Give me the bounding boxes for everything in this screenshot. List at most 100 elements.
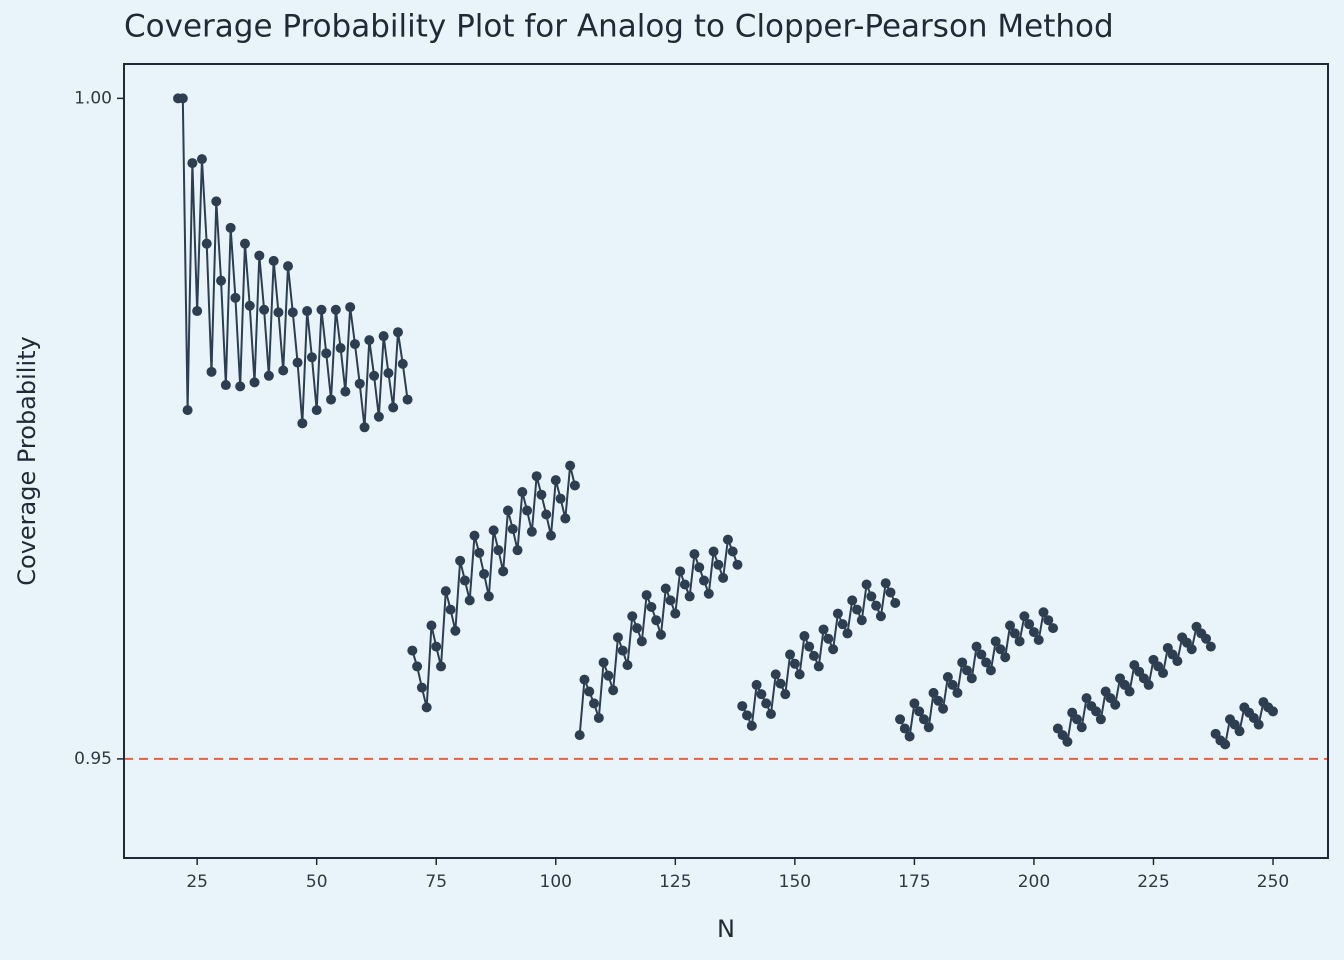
- point: [192, 306, 203, 317]
- x-axis-label: N: [717, 915, 735, 943]
- point: [1158, 668, 1169, 679]
- point: [196, 154, 207, 165]
- series-line: [578, 535, 739, 736]
- point: [632, 623, 643, 634]
- point: [847, 595, 858, 606]
- point: [890, 598, 901, 609]
- point: [278, 365, 289, 376]
- point: [1095, 714, 1106, 725]
- point: [813, 661, 824, 672]
- point: [526, 526, 537, 537]
- point: [785, 649, 796, 660]
- point: [440, 586, 451, 597]
- point: [966, 673, 977, 684]
- point: [235, 381, 246, 392]
- point: [220, 380, 231, 391]
- point: [1081, 693, 1092, 704]
- point: [1071, 714, 1082, 725]
- chart-title: Coverage Probability Plot for Analog to …: [124, 9, 1114, 45]
- point: [938, 703, 949, 714]
- point: [1110, 699, 1121, 710]
- point: [871, 600, 882, 611]
- point: [703, 588, 714, 599]
- point: [545, 530, 556, 541]
- point: [201, 238, 212, 249]
- x-tick-label: 200: [1018, 872, 1050, 892]
- point: [660, 583, 671, 594]
- point: [995, 644, 1006, 655]
- point: [536, 489, 547, 500]
- point: [866, 591, 877, 602]
- point: [990, 636, 1001, 647]
- point: [923, 722, 934, 733]
- point: [603, 670, 614, 681]
- point: [574, 730, 585, 741]
- point: [804, 641, 815, 652]
- point: [579, 674, 590, 685]
- point: [675, 566, 686, 577]
- point: [918, 714, 929, 725]
- point: [1091, 706, 1102, 717]
- point: [584, 686, 595, 697]
- point: [684, 591, 695, 602]
- point: [1000, 652, 1011, 663]
- point: [517, 487, 528, 498]
- point: [1014, 636, 1025, 647]
- point: [326, 394, 337, 405]
- point: [522, 505, 533, 516]
- point: [316, 304, 327, 315]
- point: [206, 366, 217, 377]
- point: [732, 559, 743, 570]
- point: [799, 631, 810, 642]
- point: [474, 547, 485, 558]
- point: [942, 672, 953, 683]
- point: [412, 661, 423, 672]
- point: [287, 307, 298, 318]
- point: [273, 307, 284, 318]
- point: [354, 378, 365, 389]
- point: [364, 335, 375, 346]
- point: [636, 636, 647, 647]
- point: [369, 370, 380, 381]
- point: [263, 370, 274, 381]
- point: [244, 300, 255, 311]
- point: [182, 405, 193, 416]
- x-tick-label: 25: [186, 872, 208, 892]
- point: [1143, 679, 1154, 690]
- point: [493, 545, 504, 556]
- point: [1220, 739, 1231, 750]
- point: [976, 649, 987, 660]
- point: [488, 525, 499, 536]
- point: [737, 701, 748, 712]
- point: [335, 343, 346, 354]
- point: [187, 158, 198, 169]
- point: [589, 698, 600, 709]
- point: [455, 555, 466, 566]
- point: [421, 702, 432, 713]
- point: [402, 394, 413, 405]
- point: [713, 559, 724, 570]
- point: [249, 377, 260, 388]
- x-tick-label: 150: [779, 872, 811, 892]
- plot-frame: [123, 63, 1329, 859]
- point: [909, 698, 920, 709]
- point: [880, 578, 891, 589]
- point: [665, 595, 676, 606]
- point: [1038, 607, 1049, 618]
- point: [933, 695, 944, 706]
- y-tick-label: 0.95: [74, 749, 112, 769]
- point: [612, 632, 623, 643]
- point: [842, 628, 853, 639]
- point: [952, 687, 963, 698]
- point: [861, 579, 872, 590]
- point: [985, 665, 996, 676]
- point: [742, 710, 753, 721]
- point: [340, 386, 351, 397]
- point: [895, 714, 906, 725]
- point: [569, 480, 580, 491]
- point: [1172, 656, 1183, 667]
- point: [780, 689, 791, 700]
- point: [1201, 633, 1212, 644]
- point: [1268, 706, 1279, 717]
- point: [283, 261, 294, 272]
